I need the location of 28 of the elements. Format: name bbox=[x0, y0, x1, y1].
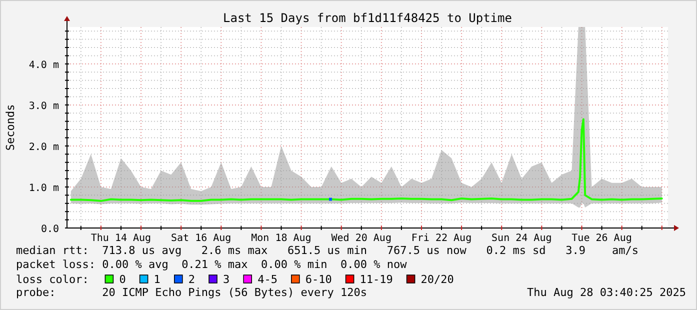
legend-label: 11-19 bbox=[360, 273, 393, 286]
x-tick-label: Mon 18 Aug bbox=[251, 233, 312, 244]
x-tick-label: Wed 20 Aug bbox=[331, 233, 392, 244]
legend-label: 2 bbox=[188, 273, 196, 286]
legend-label: 4-5 bbox=[258, 273, 278, 286]
chart-title: Last 15 Days from bf1d11f48425 to Uptime bbox=[223, 11, 512, 25]
x-tick-label: Thu 14 Aug bbox=[90, 233, 152, 244]
y-tick-label: 1.0 m bbox=[28, 182, 59, 194]
legend-label: 1 bbox=[154, 273, 160, 286]
y-tick-label: 0.0 bbox=[40, 224, 59, 235]
text: Thu Aug 28 03:40:25 2025 bbox=[527, 286, 686, 299]
line-series bbox=[70, 118, 663, 202]
x-tick-label: Fri 22 Aug bbox=[411, 233, 472, 244]
x-tick-label: Sun 24 Aug bbox=[492, 233, 552, 244]
legend-label: 3 bbox=[223, 273, 230, 286]
x-tick-label: Sat 16 Aug bbox=[171, 233, 232, 244]
y-tick-label: 2.0 m bbox=[28, 142, 59, 153]
y-tick-label: 4.0 m bbox=[28, 60, 59, 71]
legend-title: loss color: bbox=[16, 273, 89, 286]
text: median rtt: 713.8 us avg 2.6 ms max 651.5 us min 767.5 us now 0.2 ms sd 3.9 am/s bbox=[16, 244, 639, 257]
text: probe: 20 ICMP Echo Pings (56 Bytes) every 120s bbox=[16, 286, 367, 299]
y-tick-label: 3.0 m bbox=[28, 100, 59, 112]
y-axis-title: Seconds bbox=[4, 104, 17, 151]
legend-label: 20/20 bbox=[420, 273, 454, 286]
x-tick-label: Tue 26 Aug bbox=[572, 233, 632, 244]
legend-label: 6-10 bbox=[305, 273, 332, 286]
legend-label: 0 bbox=[119, 273, 126, 286]
text: packet loss: 0.00 % avg 0.21 % max 0.00 % min 0.00 % now bbox=[16, 258, 408, 271]
